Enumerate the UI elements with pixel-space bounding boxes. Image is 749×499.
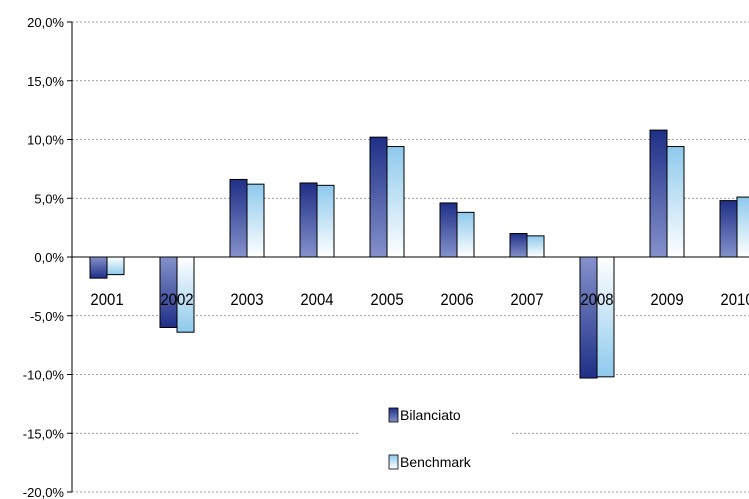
bar-benchmark-2008 (596, 256, 615, 378)
x-tick-label: 2010 (720, 291, 749, 309)
x-tick-label: 2006 (440, 291, 473, 309)
y-tick-label: -10,0% (23, 368, 65, 383)
bar-benchmark-2003 (246, 183, 265, 258)
bar-bilanciato-2010 (719, 200, 738, 258)
bar-benchmark-2009 (666, 146, 685, 258)
bar-benchmark-2006 (456, 211, 475, 258)
bar-bilanciato-2007 (509, 233, 528, 258)
bar-bilanciato-2001 (89, 256, 108, 279)
x-tick-label: 2001 (90, 291, 123, 309)
y-axis-tick-labels: 20,0% 15,0% 10,0% 5,0% 0,0% -5,0% -10,0% -15,0%… (23, 15, 65, 499)
y-tick-label: -15,0% (23, 426, 65, 441)
y-tick-label: 20,0% (27, 15, 64, 30)
y-tick-label: -20,0% (23, 485, 65, 499)
legend-swatch-bilanciato (388, 407, 399, 423)
y-tick-label: 15,0% (27, 74, 64, 89)
legend-swatch-benchmark (388, 454, 399, 470)
x-tick-label: 2009 (650, 291, 683, 309)
bar-bilanciato-2008 (579, 256, 598, 379)
bar-bilanciato-2004 (299, 182, 318, 258)
x-tick-label: 2002 (160, 291, 193, 309)
legend-label-bilanciato: Bilanciato (400, 407, 461, 423)
bar-bilanciato-2005 (369, 136, 388, 258)
legend-label-benchmark: Benchmark (400, 454, 472, 470)
bar-benchmark-2010 (736, 196, 749, 258)
x-tick-label: 2008 (580, 291, 613, 309)
y-tick-label: 10,0% (27, 133, 64, 148)
bar-benchmark-2001 (106, 256, 125, 276)
bar-benchmark-2002 (176, 256, 195, 333)
bars (89, 129, 749, 379)
y-tick-label: 5,0% (34, 191, 64, 206)
bar-bilanciato-2009 (649, 129, 668, 258)
legend: Bilanciato Benchmark (358, 393, 510, 483)
y-tick-label: 0,0% (34, 250, 64, 265)
legend-background (358, 393, 510, 483)
bar-bilanciato-2006 (439, 202, 458, 258)
x-tick-label: 2004 (300, 291, 333, 309)
x-tick-label: 2007 (510, 291, 543, 309)
x-axis-category-labels: 2001 2002 2003 2004 2005 2006 2007 2008 2009 2010 (90, 291, 749, 309)
bar-bilanciato-2003 (229, 178, 248, 258)
bar-benchmark-2004 (316, 184, 335, 258)
x-tick-label: 2005 (370, 291, 403, 309)
bar-benchmark-2007 (526, 235, 545, 258)
bar-benchmark-2005 (386, 146, 405, 258)
x-tick-label: 2003 (230, 291, 263, 309)
y-tick-label: -5,0% (30, 309, 64, 324)
